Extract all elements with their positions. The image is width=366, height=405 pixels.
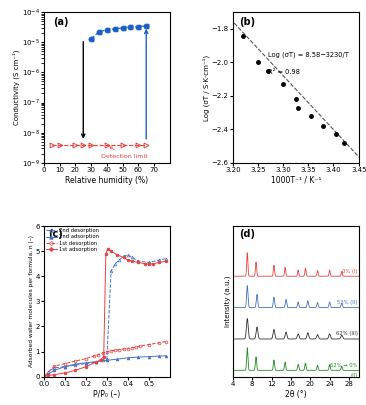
1st adsorption xyxy=(157,260,161,265)
Text: (a): (a) xyxy=(53,17,68,27)
Text: (c): (c) xyxy=(48,229,63,239)
2nd desorption xyxy=(130,255,134,260)
1st adsorption xyxy=(98,357,103,362)
1st adsorption xyxy=(101,354,106,359)
1st desorption xyxy=(164,339,168,344)
Text: Log (σT) = 8.58−3230/T: Log (σT) = 8.58−3230/T xyxy=(268,51,349,58)
X-axis label: P/P₀ (–): P/P₀ (–) xyxy=(93,390,120,399)
1st adsorption xyxy=(126,258,130,262)
1st desorption xyxy=(109,348,113,353)
Text: 62% (III): 62% (III) xyxy=(336,331,358,337)
1st desorption xyxy=(42,374,46,379)
1st adsorption xyxy=(94,360,98,364)
X-axis label: 1000T⁻¹ / K⁻¹: 1000T⁻¹ / K⁻¹ xyxy=(270,176,321,185)
1st desorption xyxy=(96,352,101,357)
2nd desorption xyxy=(73,362,78,367)
1st desorption xyxy=(147,342,151,347)
1st desorption xyxy=(73,359,78,364)
2nd desorption xyxy=(84,361,88,366)
2nd desorption xyxy=(126,252,130,257)
1st adsorption xyxy=(104,251,108,256)
X-axis label: Relative humidity (%): Relative humidity (%) xyxy=(65,176,149,185)
1st adsorption xyxy=(109,249,113,254)
2nd adsorption xyxy=(94,359,98,364)
Y-axis label: Log (σT / S·K·cm⁻¹): Log (σT / S·K·cm⁻¹) xyxy=(203,54,210,121)
1st adsorption xyxy=(130,259,134,264)
2nd adsorption xyxy=(73,362,78,367)
1st desorption xyxy=(63,361,67,366)
Y-axis label: Intensity (a.u.): Intensity (a.u.) xyxy=(225,275,231,327)
2nd adsorption xyxy=(46,372,50,377)
Line: 2nd desorption: 2nd desorption xyxy=(47,254,167,373)
Text: (II): (II) xyxy=(351,373,358,378)
1st adsorption xyxy=(164,259,168,264)
2nd adsorption xyxy=(52,368,57,373)
1st adsorption xyxy=(42,374,46,379)
Y-axis label: Conductivity (S cm⁻¹): Conductivity (S cm⁻¹) xyxy=(13,50,20,125)
1st desorption xyxy=(117,347,122,352)
2nd adsorption xyxy=(115,357,120,362)
1st desorption xyxy=(138,343,143,348)
Text: Detection limit: Detection limit xyxy=(101,147,147,160)
1st desorption xyxy=(130,345,134,350)
1st adsorption xyxy=(84,364,88,369)
1st adsorption xyxy=(122,255,126,260)
2nd adsorption xyxy=(84,360,88,365)
Text: R² = 0.98: R² = 0.98 xyxy=(268,69,300,75)
Line: 1st desorption: 1st desorption xyxy=(42,340,167,378)
1st adsorption xyxy=(142,261,147,266)
2nd desorption xyxy=(105,357,109,362)
1st desorption xyxy=(92,354,97,358)
Text: (b): (b) xyxy=(239,17,255,27)
1st desorption xyxy=(113,348,117,353)
2nd adsorption xyxy=(157,354,161,358)
1st desorption xyxy=(84,356,88,361)
2nd adsorption xyxy=(105,358,109,363)
2nd adsorption xyxy=(42,374,46,379)
2nd desorption xyxy=(101,358,105,363)
2nd desorption xyxy=(136,259,141,264)
1st adsorption xyxy=(115,252,120,257)
2nd adsorption xyxy=(126,356,130,360)
1st desorption xyxy=(126,346,130,351)
1st desorption xyxy=(157,340,161,345)
2nd desorption xyxy=(46,369,50,374)
1st adsorption xyxy=(52,372,57,377)
1st desorption xyxy=(122,347,126,352)
X-axis label: 2θ (°): 2θ (°) xyxy=(285,390,307,399)
1st adsorption xyxy=(63,371,67,375)
1st adsorption xyxy=(106,246,110,251)
1st adsorption xyxy=(136,260,141,265)
1st adsorption xyxy=(151,261,155,266)
Text: 53% (II): 53% (II) xyxy=(337,300,358,305)
1st adsorption xyxy=(147,262,151,266)
1st desorption xyxy=(52,364,57,369)
Legend: 2nd desorption, 2nd adsorption, 1st desorption, 1st adsorption: 2nd desorption, 2nd adsorption, 1st deso… xyxy=(45,228,99,253)
Text: (d): (d) xyxy=(239,229,255,239)
2nd desorption xyxy=(52,365,57,370)
2nd desorption xyxy=(63,364,67,369)
2nd desorption xyxy=(122,254,126,258)
2nd adsorption xyxy=(136,355,141,360)
1st desorption xyxy=(101,350,105,355)
2nd desorption xyxy=(113,261,117,266)
2nd desorption xyxy=(164,256,168,261)
1st desorption xyxy=(105,349,109,354)
2nd desorption xyxy=(147,260,151,265)
Text: 0% (I): 0% (I) xyxy=(342,269,358,274)
2nd desorption xyxy=(109,269,113,274)
2nd adsorption xyxy=(63,364,67,369)
1st adsorption xyxy=(46,373,50,378)
2nd adsorption xyxy=(147,354,151,359)
Line: 1st adsorption: 1st adsorption xyxy=(42,247,167,378)
Line: 2nd adsorption: 2nd adsorption xyxy=(42,354,167,378)
Y-axis label: Adsorbed water molecules per formula, n (–): Adsorbed water molecules per formula, n … xyxy=(29,235,34,367)
Text: 62% → 0%: 62% → 0% xyxy=(330,363,358,368)
2nd desorption xyxy=(117,258,122,262)
1st adsorption xyxy=(73,368,78,373)
2nd desorption xyxy=(94,360,98,364)
2nd adsorption xyxy=(164,354,168,358)
1st desorption xyxy=(134,345,138,350)
2nd desorption xyxy=(157,258,161,262)
